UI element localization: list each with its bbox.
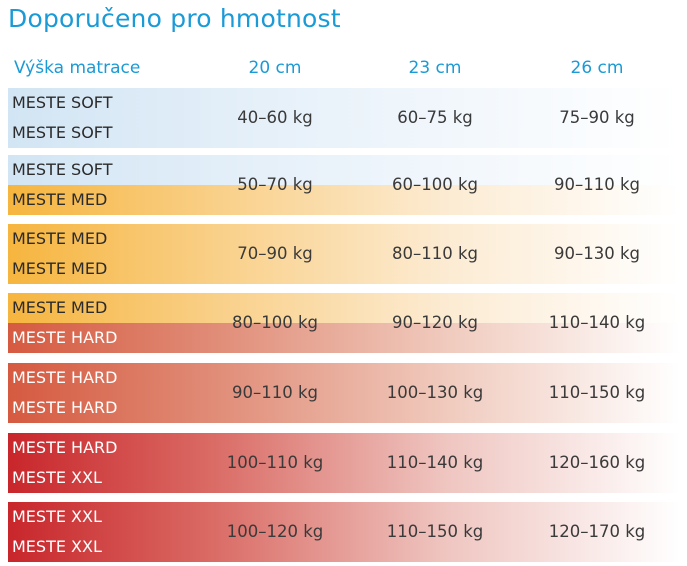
- page-title: Doporučeno pro hmotnost: [8, 4, 341, 33]
- row-label-top: MESTE MED: [12, 229, 108, 248]
- band-med: [8, 224, 680, 254]
- cell-26cm: 110–150 kg: [548, 383, 646, 402]
- band-soft: [8, 88, 680, 118]
- band-xxl: [8, 502, 680, 532]
- table-row: MESTE SOFT MESTE MED 50–70 kg 60–100 kg …: [8, 155, 680, 215]
- band-hard: [8, 393, 680, 423]
- cell-23cm: 110–140 kg: [386, 453, 484, 472]
- cell-20cm: 50–70 kg: [237, 175, 313, 194]
- header-label: Výška matrace: [14, 58, 141, 78]
- band-hard: [8, 363, 680, 393]
- cell-20cm: 90–110 kg: [231, 383, 318, 402]
- band-med: [8, 293, 680, 323]
- cell-26cm: 120–160 kg: [548, 453, 646, 472]
- cell-20cm: 70–90 kg: [237, 244, 313, 263]
- band-xxl: [8, 532, 680, 562]
- band-hard: [8, 323, 680, 353]
- cell-26cm: 90–130 kg: [553, 244, 640, 263]
- table-row: MESTE MED MESTE HARD 80–100 kg 90–120 kg…: [8, 293, 680, 353]
- row-label-bottom: MESTE XXL: [12, 468, 102, 487]
- row-label-top: MESTE SOFT: [12, 93, 113, 112]
- table-row: MESTE SOFT MESTE SOFT 40–60 kg 60–75 kg …: [8, 88, 680, 148]
- cell-23cm: 90–120 kg: [391, 313, 478, 332]
- cell-23cm: 60–100 kg: [391, 175, 478, 194]
- band-soft: [8, 155, 680, 185]
- column-header-20cm: 20 cm: [248, 58, 302, 78]
- cell-23cm: 80–110 kg: [391, 244, 478, 263]
- column-header-23cm: 23 cm: [408, 58, 462, 78]
- row-label-bottom: MESTE HARD: [12, 328, 118, 347]
- cell-26cm: 110–140 kg: [548, 313, 646, 332]
- row-label-top: MESTE HARD: [12, 438, 118, 457]
- cell-23cm: 110–150 kg: [386, 522, 484, 541]
- band-xxl: [8, 463, 680, 493]
- row-label-top: MESTE HARD: [12, 368, 118, 387]
- cell-20cm: 100–120 kg: [226, 522, 324, 541]
- row-label-bottom: MESTE MED: [12, 190, 108, 209]
- row-label-bottom: MESTE MED: [12, 259, 108, 278]
- row-label-bottom: MESTE HARD: [12, 398, 118, 417]
- table-row: MESTE XXL MESTE XXL 100–120 kg 110–150 k…: [8, 502, 680, 562]
- cell-20cm: 80–100 kg: [231, 313, 318, 332]
- cell-26cm: 120–170 kg: [548, 522, 646, 541]
- band-xxl: [8, 433, 680, 463]
- row-label-bottom: MESTE XXL: [12, 537, 102, 556]
- row-label-top: MESTE XXL: [12, 507, 102, 526]
- cell-23cm: 100–130 kg: [386, 383, 484, 402]
- cell-20cm: 100–110 kg: [226, 453, 324, 472]
- band-soft: [8, 118, 680, 148]
- cell-20cm: 40–60 kg: [237, 108, 313, 127]
- band-med: [8, 254, 680, 284]
- cell-26cm: 75–90 kg: [559, 108, 635, 127]
- table-row: MESTE MED MESTE MED 70–90 kg 80–110 kg 9…: [8, 224, 680, 284]
- band-med: [8, 185, 680, 215]
- row-label-top: MESTE SOFT: [12, 160, 113, 179]
- table-row: MESTE HARD MESTE XXL 100–110 kg 110–140 …: [8, 433, 680, 493]
- cell-23cm: 60–75 kg: [397, 108, 473, 127]
- table-row: MESTE HARD MESTE HARD 90–110 kg 100–130 …: [8, 363, 680, 423]
- row-label-top: MESTE MED: [12, 298, 108, 317]
- cell-26cm: 90–110 kg: [553, 175, 640, 194]
- column-header-26cm: 26 cm: [570, 58, 624, 78]
- row-label-bottom: MESTE SOFT: [12, 123, 113, 142]
